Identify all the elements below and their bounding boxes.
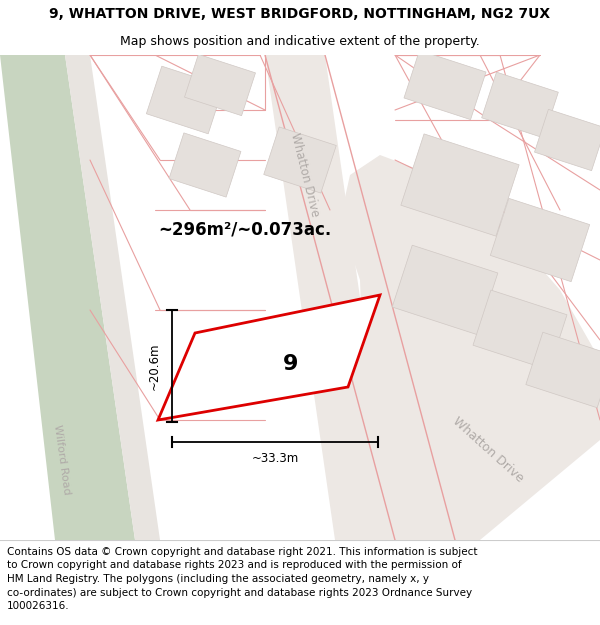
Polygon shape (264, 127, 336, 193)
Polygon shape (535, 109, 600, 171)
Polygon shape (404, 51, 486, 119)
Polygon shape (392, 245, 498, 335)
Polygon shape (265, 55, 395, 540)
Polygon shape (185, 54, 256, 116)
Text: 9: 9 (283, 354, 298, 374)
Polygon shape (158, 295, 380, 420)
Polygon shape (0, 55, 135, 540)
Text: ~33.3m: ~33.3m (251, 451, 299, 464)
Polygon shape (473, 290, 567, 370)
Polygon shape (482, 72, 559, 138)
Polygon shape (340, 155, 600, 540)
Polygon shape (65, 55, 160, 540)
Text: 9, WHATTON DRIVE, WEST BRIDGFORD, NOTTINGHAM, NG2 7UX: 9, WHATTON DRIVE, WEST BRIDGFORD, NOTTIN… (49, 7, 551, 21)
Text: Whatton Drive: Whatton Drive (450, 415, 526, 485)
Text: Wilford Road: Wilford Road (52, 424, 72, 496)
Text: Whatton Drive: Whatton Drive (288, 132, 322, 218)
Text: Map shows position and indicative extent of the property.: Map shows position and indicative extent… (120, 35, 480, 48)
Polygon shape (490, 198, 590, 282)
Text: ~20.6m: ~20.6m (148, 342, 161, 390)
Polygon shape (169, 133, 241, 197)
Text: Contains OS data © Crown copyright and database right 2021. This information is : Contains OS data © Crown copyright and d… (7, 547, 478, 611)
Polygon shape (526, 332, 600, 408)
Polygon shape (401, 134, 519, 236)
Polygon shape (146, 66, 224, 134)
Text: ~296m²/~0.073ac.: ~296m²/~0.073ac. (158, 221, 332, 239)
